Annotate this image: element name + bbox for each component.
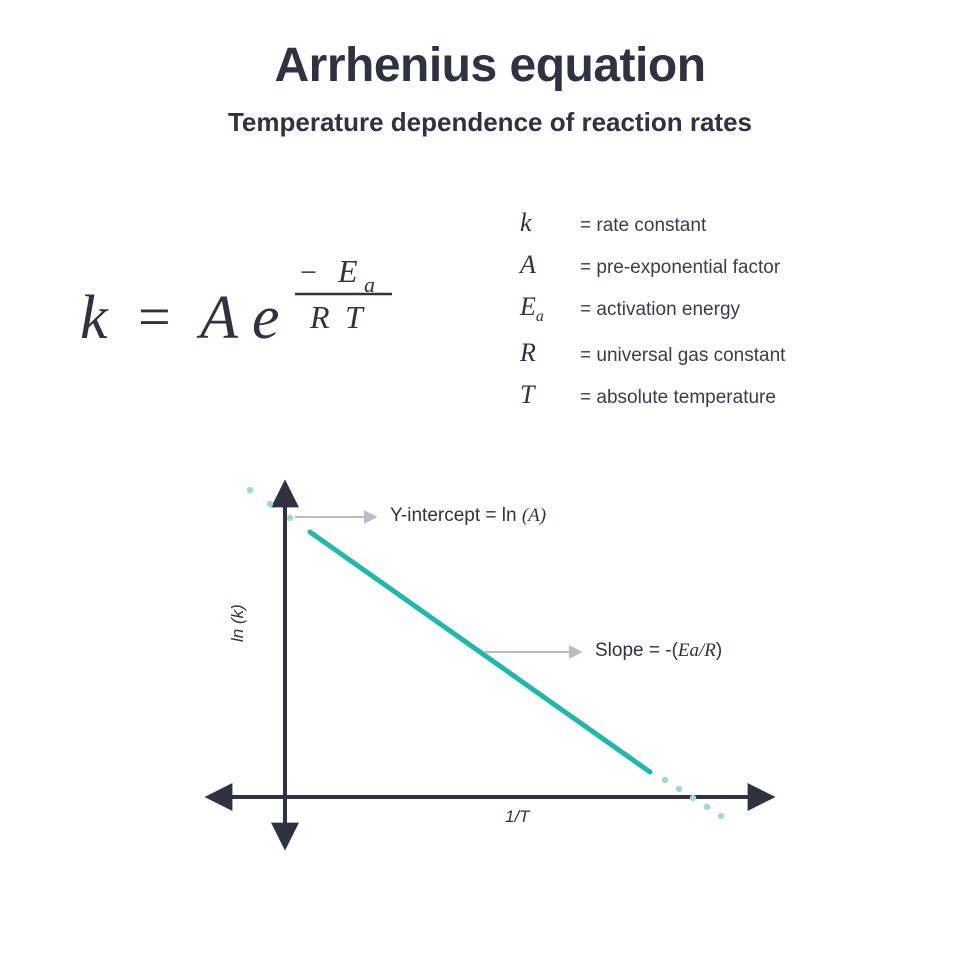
annot-yint-suffix: (A) <box>522 505 546 526</box>
legend-row: A = pre-exponential factor <box>520 250 980 280</box>
arrhenius-plot: ln (k) 1/T Y-intercept = ln (A) Slope = … <box>180 477 800 857</box>
equation-row: k = A e − E a R T k = rate constant A = … <box>0 208 980 422</box>
annotation-slope: Slope = -(Ea/R) <box>595 640 722 662</box>
legend: k = rate constant A = pre-exponential fa… <box>490 208 980 422</box>
eq-T: T <box>345 299 365 335</box>
legend-row: k = rate constant <box>520 208 980 238</box>
eq-minus: − <box>300 256 317 289</box>
legend-def: = universal gas constant <box>580 345 785 367</box>
page-subtitle: Temperature dependence of reaction rates <box>0 107 980 138</box>
legend-def: = absolute temperature <box>580 387 776 409</box>
legend-sym-A: A <box>520 250 580 280</box>
annot-slope-suffix: Ea/R <box>678 640 716 661</box>
legend-def: = pre-exponential factor <box>580 257 780 279</box>
legend-sym-k: k <box>520 208 580 238</box>
legend-row: T = absolute temperature <box>520 380 980 410</box>
eq-k: k <box>80 284 109 352</box>
eq-Ea-E: E <box>337 253 358 289</box>
chart-svg <box>180 477 800 857</box>
legend-row: R = universal gas constant <box>520 338 980 368</box>
eq-R: R <box>309 299 330 335</box>
x-axis-label: 1/T <box>505 807 530 827</box>
legend-sym-T: T <box>520 380 580 410</box>
eq-equals: = <box>138 284 171 349</box>
page-title: Arrhenius equation <box>0 0 980 93</box>
legend-row: Ea = activation energy <box>520 292 980 326</box>
eq-e: e <box>252 284 280 352</box>
legend-sym-Ea: Ea <box>520 292 580 326</box>
legend-def: = activation energy <box>580 299 740 321</box>
annot-yint-prefix: Y-intercept = ln <box>390 505 522 526</box>
legend-def: = rate constant <box>580 215 706 237</box>
eq-A: A <box>196 284 239 352</box>
annot-slope-prefix: Slope = - <box>595 640 672 661</box>
arrhenius-equation: k = A e − E a R T <box>70 238 490 393</box>
annotation-y-intercept: Y-intercept = ln (A) <box>390 505 546 527</box>
y-axis-label: ln (k) <box>228 604 248 642</box>
legend-sym-R: R <box>520 338 580 368</box>
